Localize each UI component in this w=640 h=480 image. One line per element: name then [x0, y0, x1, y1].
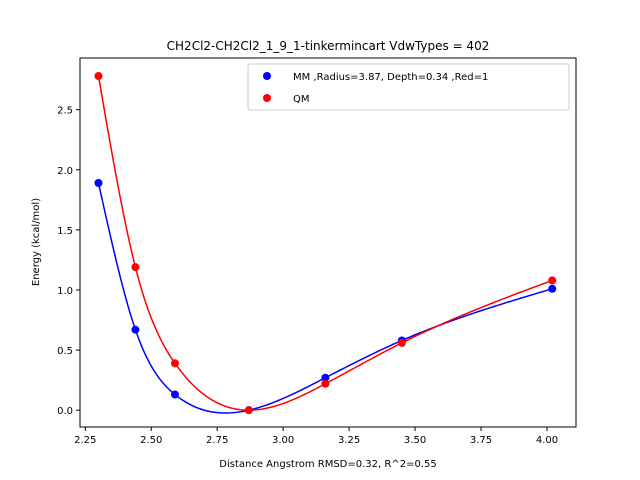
x-tick-label: 3.25 [338, 435, 360, 446]
data-point-series-0 [94, 179, 103, 188]
x-tick-label: 4.00 [536, 435, 558, 446]
series-line-1 [97, 75, 553, 411]
legend-marker [263, 72, 271, 80]
legend-box [247, 63, 570, 111]
plot-frame [79, 57, 577, 428]
y-tick-label: 1.0 [57, 286, 73, 297]
x-tick-label: 3.00 [272, 435, 294, 446]
legend-label: MM ,Radius=3.87, Depth=0.34 ,Red=1 [293, 72, 488, 83]
x-tick-label: 2.50 [140, 435, 162, 446]
x-tick-label: 3.75 [470, 435, 492, 446]
data-point-series-0 [170, 390, 179, 399]
y-tick-label: 2.5 [57, 106, 73, 117]
y-tick-label: 0.0 [57, 406, 73, 417]
legend-label: QM [293, 94, 310, 105]
x-tick-label: 2.25 [74, 435, 96, 446]
y-axis: 0.0 0.5 1.0 1.5 2.0 2.5 [57, 106, 80, 417]
data-point-series-1 [397, 338, 406, 347]
data-point-series-1 [244, 406, 253, 415]
y-axis-label: Energy (kcal/mol) [31, 198, 42, 286]
data-point-series-1 [548, 276, 557, 285]
x-axis: 2.25 2.50 2.75 3.00 3.25 3.50 3.75 4.00 [74, 427, 558, 446]
data-point-series-0 [131, 325, 140, 334]
chart-title: CH2Cl2-CH2Cl2_1_9_1-tinkermincart VdwTyp… [167, 39, 490, 53]
data-point-series-1 [321, 379, 330, 388]
legend-marker [263, 94, 271, 102]
data-point-series-1 [131, 263, 140, 272]
x-tick-label: 2.75 [206, 435, 228, 446]
x-axis-label: Distance Angstrom RMSD=0.32, R^2=0.55 [219, 459, 436, 470]
data-point-series-1 [94, 72, 103, 81]
plot-area [94, 72, 557, 415]
legend: MM ,Radius=3.87, Depth=0.34 ,Red=1 QM [247, 63, 570, 111]
y-tick-label: 1.5 [57, 226, 73, 237]
data-point-series-0 [321, 373, 330, 382]
y-tick-label: 2.0 [57, 166, 73, 177]
y-tick-label: 0.5 [57, 346, 73, 357]
data-point-series-0 [548, 284, 557, 293]
x-tick-label: 3.50 [404, 435, 426, 446]
data-point-series-1 [170, 359, 179, 368]
